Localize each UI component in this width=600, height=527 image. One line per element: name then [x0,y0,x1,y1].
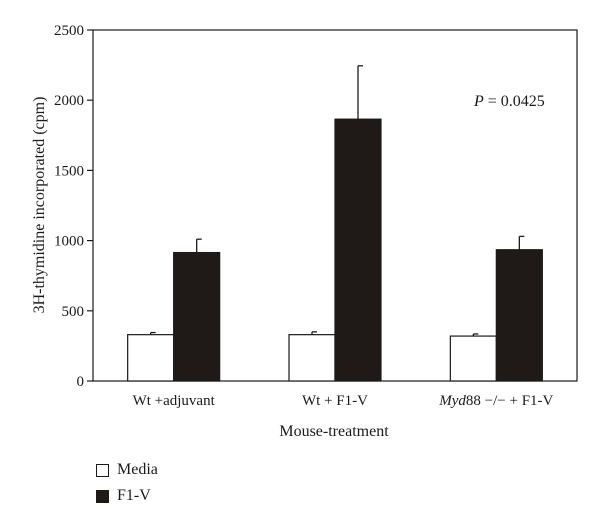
p-value-annotation: P = 0.0425 [473,93,545,110]
legend-swatch-media [96,463,109,477]
p-value-symbol: P [473,93,484,110]
x-tick-label-0: Wt +adjuvant [133,393,216,409]
legend-item-f1v: F1-V [96,483,158,509]
x-tick-label-2: Myd88 −/− + F1-V [438,393,553,409]
y-tick-label-1: 500 [62,304,85,320]
bar-0-0 [127,334,175,382]
p-value-text: = 0.0425 [484,93,545,110]
legend-label-f1v: F1-V [117,487,151,504]
y-axis-title: 3H-thymidine incorporated (cpm) [31,97,48,314]
bar-0-1 [288,334,336,382]
bar-1-2 [495,249,543,382]
bar-1-0 [173,251,221,382]
legend: Media F1-V [96,457,158,509]
y-tick-label-5: 2500 [54,23,84,39]
y-tick-label-4: 2000 [54,93,84,109]
legend-label-media: Media [117,461,158,478]
legend-item-media: Media [96,457,158,483]
legend-swatch-f1v [96,489,109,503]
y-tick-label-3: 1500 [54,163,84,179]
y-tick-label-0: 0 [77,374,85,390]
x-axis-title: Mouse-treatment [279,423,389,440]
x-tick-label-1: Wt + F1-V [302,393,368,409]
y-tick-label-2: 1000 [54,234,84,250]
bar-1-1 [334,118,382,382]
bar-0-2 [449,335,497,382]
